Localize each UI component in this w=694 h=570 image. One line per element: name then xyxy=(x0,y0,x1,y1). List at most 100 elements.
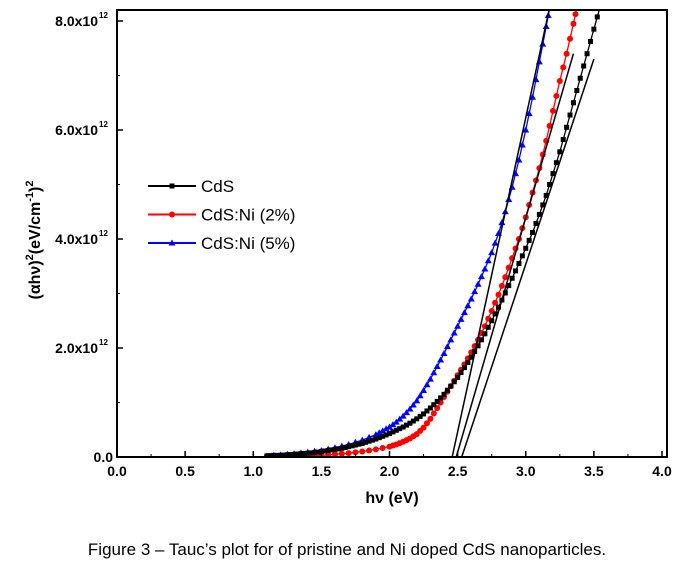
series-cds-ni-5- xyxy=(264,10,552,457)
square-marker xyxy=(387,431,392,437)
triangle-marker xyxy=(403,409,411,416)
square-marker xyxy=(587,38,593,44)
legend-label: CdS:Ni (2%) xyxy=(201,206,295,225)
square-marker xyxy=(400,424,406,430)
circle-marker xyxy=(352,449,359,456)
y-tick-label: 4.0x10 xyxy=(55,231,98,247)
square-marker xyxy=(485,324,491,330)
circle-marker xyxy=(498,282,505,289)
circle-marker xyxy=(423,420,430,427)
square-marker xyxy=(329,447,335,453)
square-marker xyxy=(390,429,396,435)
x-tick-label: 3.5 xyxy=(584,463,604,479)
square-marker xyxy=(523,245,529,251)
triangle-marker xyxy=(379,427,387,434)
series-cds xyxy=(264,2,603,457)
square-marker xyxy=(560,137,566,143)
square-marker xyxy=(526,237,532,243)
circle-marker xyxy=(567,35,574,42)
square-marker xyxy=(359,440,365,446)
triangle-marker xyxy=(464,302,472,309)
triangle-marker xyxy=(382,425,390,432)
y-tick-exponent: 12 xyxy=(99,229,108,238)
circle-marker xyxy=(338,450,345,457)
square-marker xyxy=(455,374,461,380)
square-marker xyxy=(404,422,410,428)
series-line xyxy=(266,10,600,457)
square-marker xyxy=(509,275,515,281)
triangle-marker xyxy=(454,322,462,329)
square-marker xyxy=(553,160,559,166)
circle-marker xyxy=(560,64,567,71)
triangle-marker xyxy=(488,249,496,256)
square-marker xyxy=(349,443,355,449)
square-marker xyxy=(325,447,331,453)
circle-marker xyxy=(502,274,509,281)
triangle-marker xyxy=(525,110,533,117)
square-marker xyxy=(492,311,498,317)
square-marker xyxy=(530,229,536,235)
linear-fit-line xyxy=(455,53,575,457)
x-axis-label: hν (eV) xyxy=(365,490,418,507)
triangle-marker xyxy=(440,349,448,356)
legend-label: CdS:Ni (5%) xyxy=(201,234,295,253)
triangle-marker xyxy=(386,423,393,430)
triangle-marker xyxy=(498,219,506,226)
square-marker xyxy=(305,450,311,456)
circle-marker xyxy=(366,447,373,454)
circle-marker xyxy=(169,211,175,218)
triangle-marker xyxy=(460,309,468,316)
triangle-marker xyxy=(423,381,431,388)
circle-marker xyxy=(359,448,366,455)
x-tick-label: 3.0 xyxy=(516,463,536,479)
x-tick-label: 2.0 xyxy=(380,463,400,479)
legend-label: CdS xyxy=(201,177,234,196)
square-marker xyxy=(441,391,447,397)
square-marker xyxy=(281,452,287,457)
square-marker xyxy=(308,450,314,456)
triangle-marker xyxy=(515,156,523,163)
circle-marker xyxy=(345,450,352,457)
square-marker xyxy=(444,387,450,393)
square-marker xyxy=(427,405,433,411)
square-marker xyxy=(550,171,556,177)
y-tick-exponent: 12 xyxy=(99,11,108,20)
square-marker xyxy=(502,290,508,296)
square-marker xyxy=(489,318,495,324)
square-marker xyxy=(519,253,525,259)
square-marker xyxy=(383,432,389,438)
square-marker xyxy=(335,446,341,452)
triangle-marker xyxy=(437,356,445,363)
square-marker xyxy=(298,451,304,457)
square-marker xyxy=(574,87,580,93)
square-marker xyxy=(315,449,321,455)
triangle-marker xyxy=(518,141,526,148)
square-marker xyxy=(431,402,437,408)
square-marker xyxy=(598,2,603,7)
square-marker xyxy=(397,426,403,432)
triangle-marker xyxy=(375,429,383,436)
x-tick-label: 1.5 xyxy=(312,463,332,479)
square-marker xyxy=(581,63,587,69)
square-marker xyxy=(312,450,318,456)
triangle-marker xyxy=(471,288,479,295)
linear-fit-line xyxy=(451,10,550,457)
square-marker xyxy=(295,451,301,457)
circle-marker xyxy=(575,2,581,8)
square-marker xyxy=(346,444,352,450)
plot-frame xyxy=(116,9,668,458)
triangle-marker xyxy=(467,295,475,302)
square-marker xyxy=(169,183,175,189)
y-tick-exponent: 12 xyxy=(99,338,108,347)
square-marker xyxy=(482,331,488,337)
circle-marker xyxy=(492,299,499,306)
square-marker xyxy=(267,453,273,457)
square-marker xyxy=(577,75,583,81)
series-line xyxy=(266,10,550,457)
square-marker xyxy=(434,398,440,404)
square-marker xyxy=(547,182,553,187)
square-marker xyxy=(496,304,501,310)
triangle-marker xyxy=(450,329,458,336)
square-marker xyxy=(380,433,386,439)
y-tick-label: 6.0x10 xyxy=(55,122,98,138)
